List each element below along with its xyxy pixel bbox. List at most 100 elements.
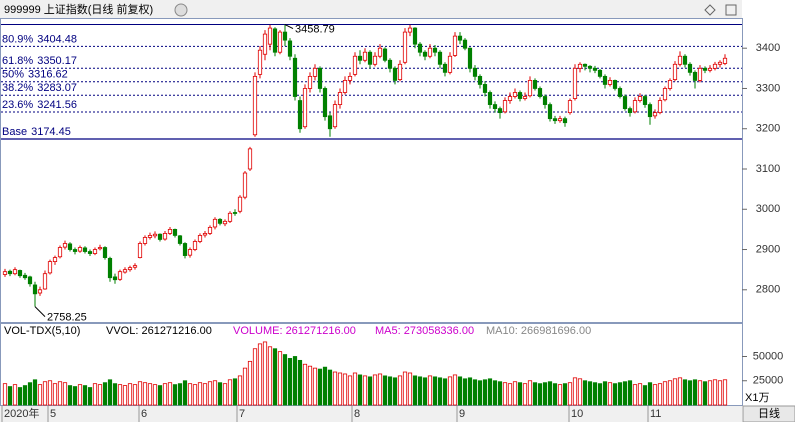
volume-bar — [227, 379, 233, 406]
volume-bar — [267, 346, 273, 406]
volume-bar — [67, 385, 73, 406]
square-icon[interactable] — [725, 4, 737, 16]
candle-body — [497, 108, 503, 114]
candle-body — [552, 118, 558, 122]
candle-body — [452, 35, 458, 56]
volume-bar — [182, 380, 188, 406]
candle-body — [622, 96, 628, 109]
candle-body — [717, 61, 723, 65]
candle-body — [257, 49, 263, 75]
volume-bar — [417, 376, 423, 406]
volume-bar — [7, 386, 13, 406]
candle-body — [182, 243, 188, 256]
fib-ratio: 80.9% — [2, 33, 33, 45]
volume-bar — [687, 380, 693, 406]
close-button[interactable] — [174, 3, 188, 17]
candle-body — [282, 31, 288, 41]
volume-bar — [477, 380, 483, 406]
chart-title: 999999 上证指数(日线 前复权) — [4, 2, 153, 16]
candle-body — [157, 233, 163, 240]
candle-body — [507, 96, 513, 101]
volume-bar — [652, 384, 658, 406]
candle-body — [652, 112, 658, 117]
candle-body — [617, 88, 623, 97]
candle-body — [547, 104, 553, 120]
candle-body — [612, 80, 618, 89]
candle-body — [602, 75, 608, 85]
volume-bar — [432, 376, 438, 406]
volume-bar — [222, 383, 228, 406]
y-tick-label: 3400 — [756, 42, 780, 54]
candle-body — [412, 27, 418, 45]
volume-bar — [87, 387, 93, 406]
volume-bar — [102, 382, 108, 406]
candle-body — [542, 96, 548, 105]
candle-body — [457, 35, 463, 41]
candle-body — [357, 55, 363, 61]
candle-body — [137, 243, 143, 258]
diamond-icon[interactable] — [704, 4, 716, 16]
volume-bar — [152, 384, 158, 406]
volume-bar — [607, 382, 613, 406]
candle-body — [642, 96, 648, 105]
candle-body — [407, 27, 413, 33]
volume-bar — [662, 381, 668, 406]
volume-bar — [722, 379, 728, 406]
volume-bar — [522, 383, 528, 406]
candle-body — [522, 96, 528, 99]
volume-bar — [352, 372, 358, 406]
volume-bar — [472, 379, 478, 406]
low-arrow — [34, 306, 46, 317]
candle-body — [387, 59, 393, 69]
candle-body — [247, 148, 253, 170]
volume-bar — [542, 382, 548, 406]
candle-body — [332, 104, 338, 128]
volume-bar — [137, 381, 143, 406]
candle-body — [322, 88, 328, 118]
volume-bar — [617, 382, 623, 406]
volume-bar — [372, 374, 378, 406]
candle-body — [427, 47, 433, 57]
high-annotation: 3458.79 — [295, 23, 335, 35]
volume-bar — [692, 379, 698, 406]
y-tick-label: 3100 — [756, 163, 780, 175]
candle-body — [162, 233, 168, 240]
candle-body — [517, 92, 523, 99]
volume-bar — [492, 380, 498, 406]
candle-body — [562, 118, 568, 124]
volume-bar — [402, 371, 408, 406]
volume-bar — [42, 381, 48, 406]
period-tab[interactable] — [742, 405, 795, 422]
volume-bar — [357, 374, 363, 406]
fib-ratio: Base — [2, 126, 27, 138]
volume-bar — [362, 375, 368, 406]
volume-bar — [72, 386, 78, 406]
volume-bar — [317, 368, 323, 406]
candle-body — [62, 243, 68, 248]
volume-bar — [157, 385, 163, 406]
volume-bar — [577, 378, 583, 406]
volume-bar — [142, 382, 148, 406]
volume-bar — [232, 378, 238, 406]
candle-body — [127, 267, 133, 271]
volume-bar — [502, 382, 508, 406]
candle-body — [482, 84, 488, 93]
volume-bar — [77, 384, 83, 406]
candle-body — [312, 67, 318, 77]
volume-bar — [117, 384, 123, 406]
volume-bar — [237, 375, 243, 406]
candle-body — [167, 228, 173, 234]
period-tab-label: 日线 — [758, 406, 780, 420]
candle-body — [432, 47, 438, 53]
candle-body — [17, 270, 23, 277]
candle-body — [532, 80, 538, 89]
candle-body — [132, 265, 138, 268]
candle-body — [672, 63, 678, 81]
volume-bar — [242, 367, 248, 406]
vvol-label: VVOL: 261271216.00 — [106, 325, 212, 337]
candle-body — [72, 249, 78, 252]
candle-body — [352, 55, 358, 75]
volume-bar — [702, 381, 708, 406]
candle-body — [77, 247, 83, 252]
